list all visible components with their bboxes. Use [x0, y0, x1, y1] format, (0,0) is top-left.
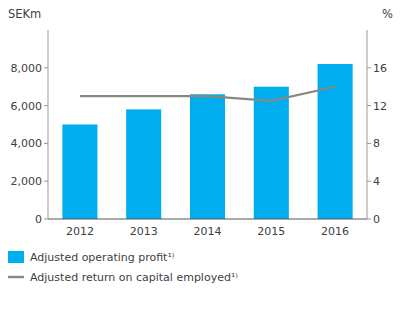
y-tick	[44, 181, 48, 182]
x-tick-label: 2012	[66, 225, 94, 238]
x-tick-label: 2016	[321, 225, 349, 238]
line	[80, 87, 335, 101]
y-tick-label: 4,000	[11, 137, 43, 150]
y2-tick-label: 8	[373, 137, 380, 150]
y-tick-label: 0	[35, 213, 42, 226]
y2-axis-label: %	[382, 7, 393, 21]
y2-tick	[367, 181, 371, 182]
y2-tick	[367, 219, 371, 220]
y-tick	[44, 105, 48, 106]
y-tick	[44, 219, 48, 220]
bar	[126, 109, 161, 219]
y-tick	[44, 67, 48, 68]
x-tick-label: 2014	[194, 225, 222, 238]
y-axis-line	[48, 30, 49, 219]
y2-tick-label: 0	[373, 213, 380, 226]
y-axis-label: SEKm	[8, 7, 41, 21]
y-tick-label: 8,000	[11, 62, 43, 75]
y2-tick	[367, 105, 371, 106]
legend-label: Adjusted operating profit¹⁾	[30, 251, 175, 264]
x-tick-label: 2013	[130, 225, 158, 238]
bar	[190, 94, 225, 219]
bar	[254, 87, 289, 219]
y-tick	[44, 143, 48, 144]
y2-axis-line	[367, 30, 368, 219]
y-tick-label: 6,000	[11, 100, 43, 113]
y-tick-label: 2,000	[11, 175, 43, 188]
y2-tick	[367, 67, 371, 68]
bar	[62, 125, 97, 220]
plot-area	[62, 64, 352, 219]
legend-label: Adjusted return on capital employed¹⁾	[30, 271, 238, 284]
y2-tick-label: 12	[373, 100, 387, 113]
y2-tick-label: 4	[373, 175, 380, 188]
legend-swatch	[8, 276, 24, 278]
chart: 0 2,000 4,000 6,000 8,000 0 4 8 12 16 SEKm% 2012 201…	[0, 0, 401, 311]
y2-tick	[367, 143, 371, 144]
x-axis-line	[48, 219, 367, 220]
x-tick-label: 2015	[257, 225, 285, 238]
y2-tick-label: 16	[373, 62, 387, 75]
legend-swatch	[8, 251, 24, 263]
